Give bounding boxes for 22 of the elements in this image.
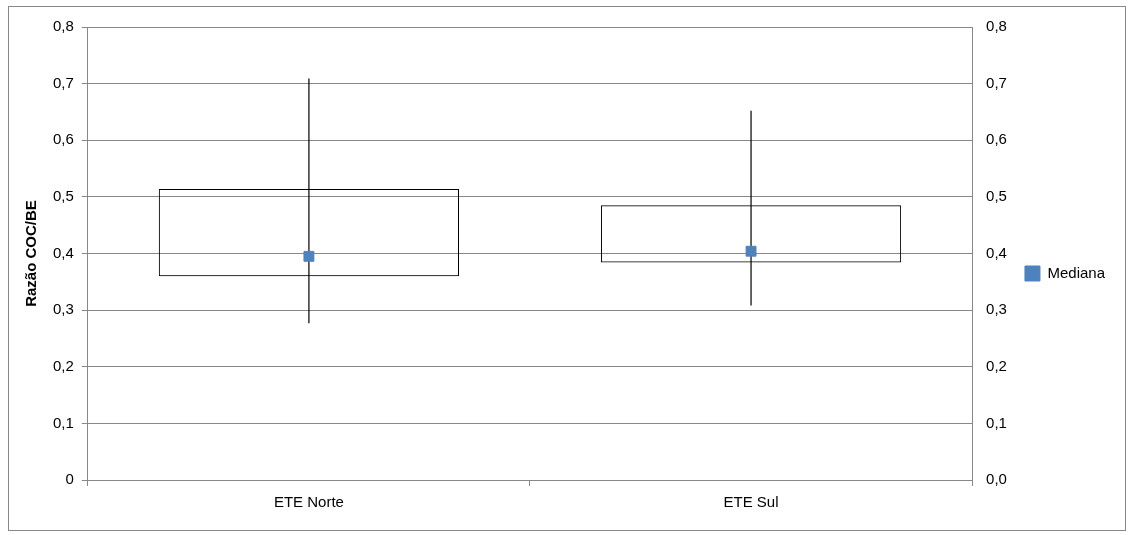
y-tick-label: 0,2 [52,356,74,374]
y-tick-label: 0,6 [52,130,74,148]
legend-label: Mediana [1047,263,1106,281]
y-tick-label: 0,7 [52,73,74,91]
y-tick-label: 0 [65,470,74,488]
y-axis-title: Razão COC/BE [22,200,40,307]
y2-tick-label: 0,7 [986,73,1007,91]
y2-tick-label: 0,6 [986,130,1007,148]
y2-tick-label: 0,3 [986,300,1007,318]
x-tick-label: ETE Sul [723,493,779,511]
y-tick-label: 0,3 [52,300,74,318]
y2-tick-label: 0,4 [986,243,1007,261]
y2-tick-label: 0,2 [986,356,1007,374]
y-tick-label: 0,1 [52,413,74,431]
y-tick-label: 0,5 [52,187,74,205]
y-tick-label: 0,4 [52,243,74,261]
y2-tick-label: 0,1 [986,413,1007,431]
y2-tick-label: 0,5 [986,187,1007,205]
y2-tick-label: 0,0 [986,470,1007,488]
x-tick-label: ETE Norte [273,493,344,511]
y-tick-label: 0,8 [52,17,74,35]
y2-tick-label: 0,8 [986,17,1007,35]
